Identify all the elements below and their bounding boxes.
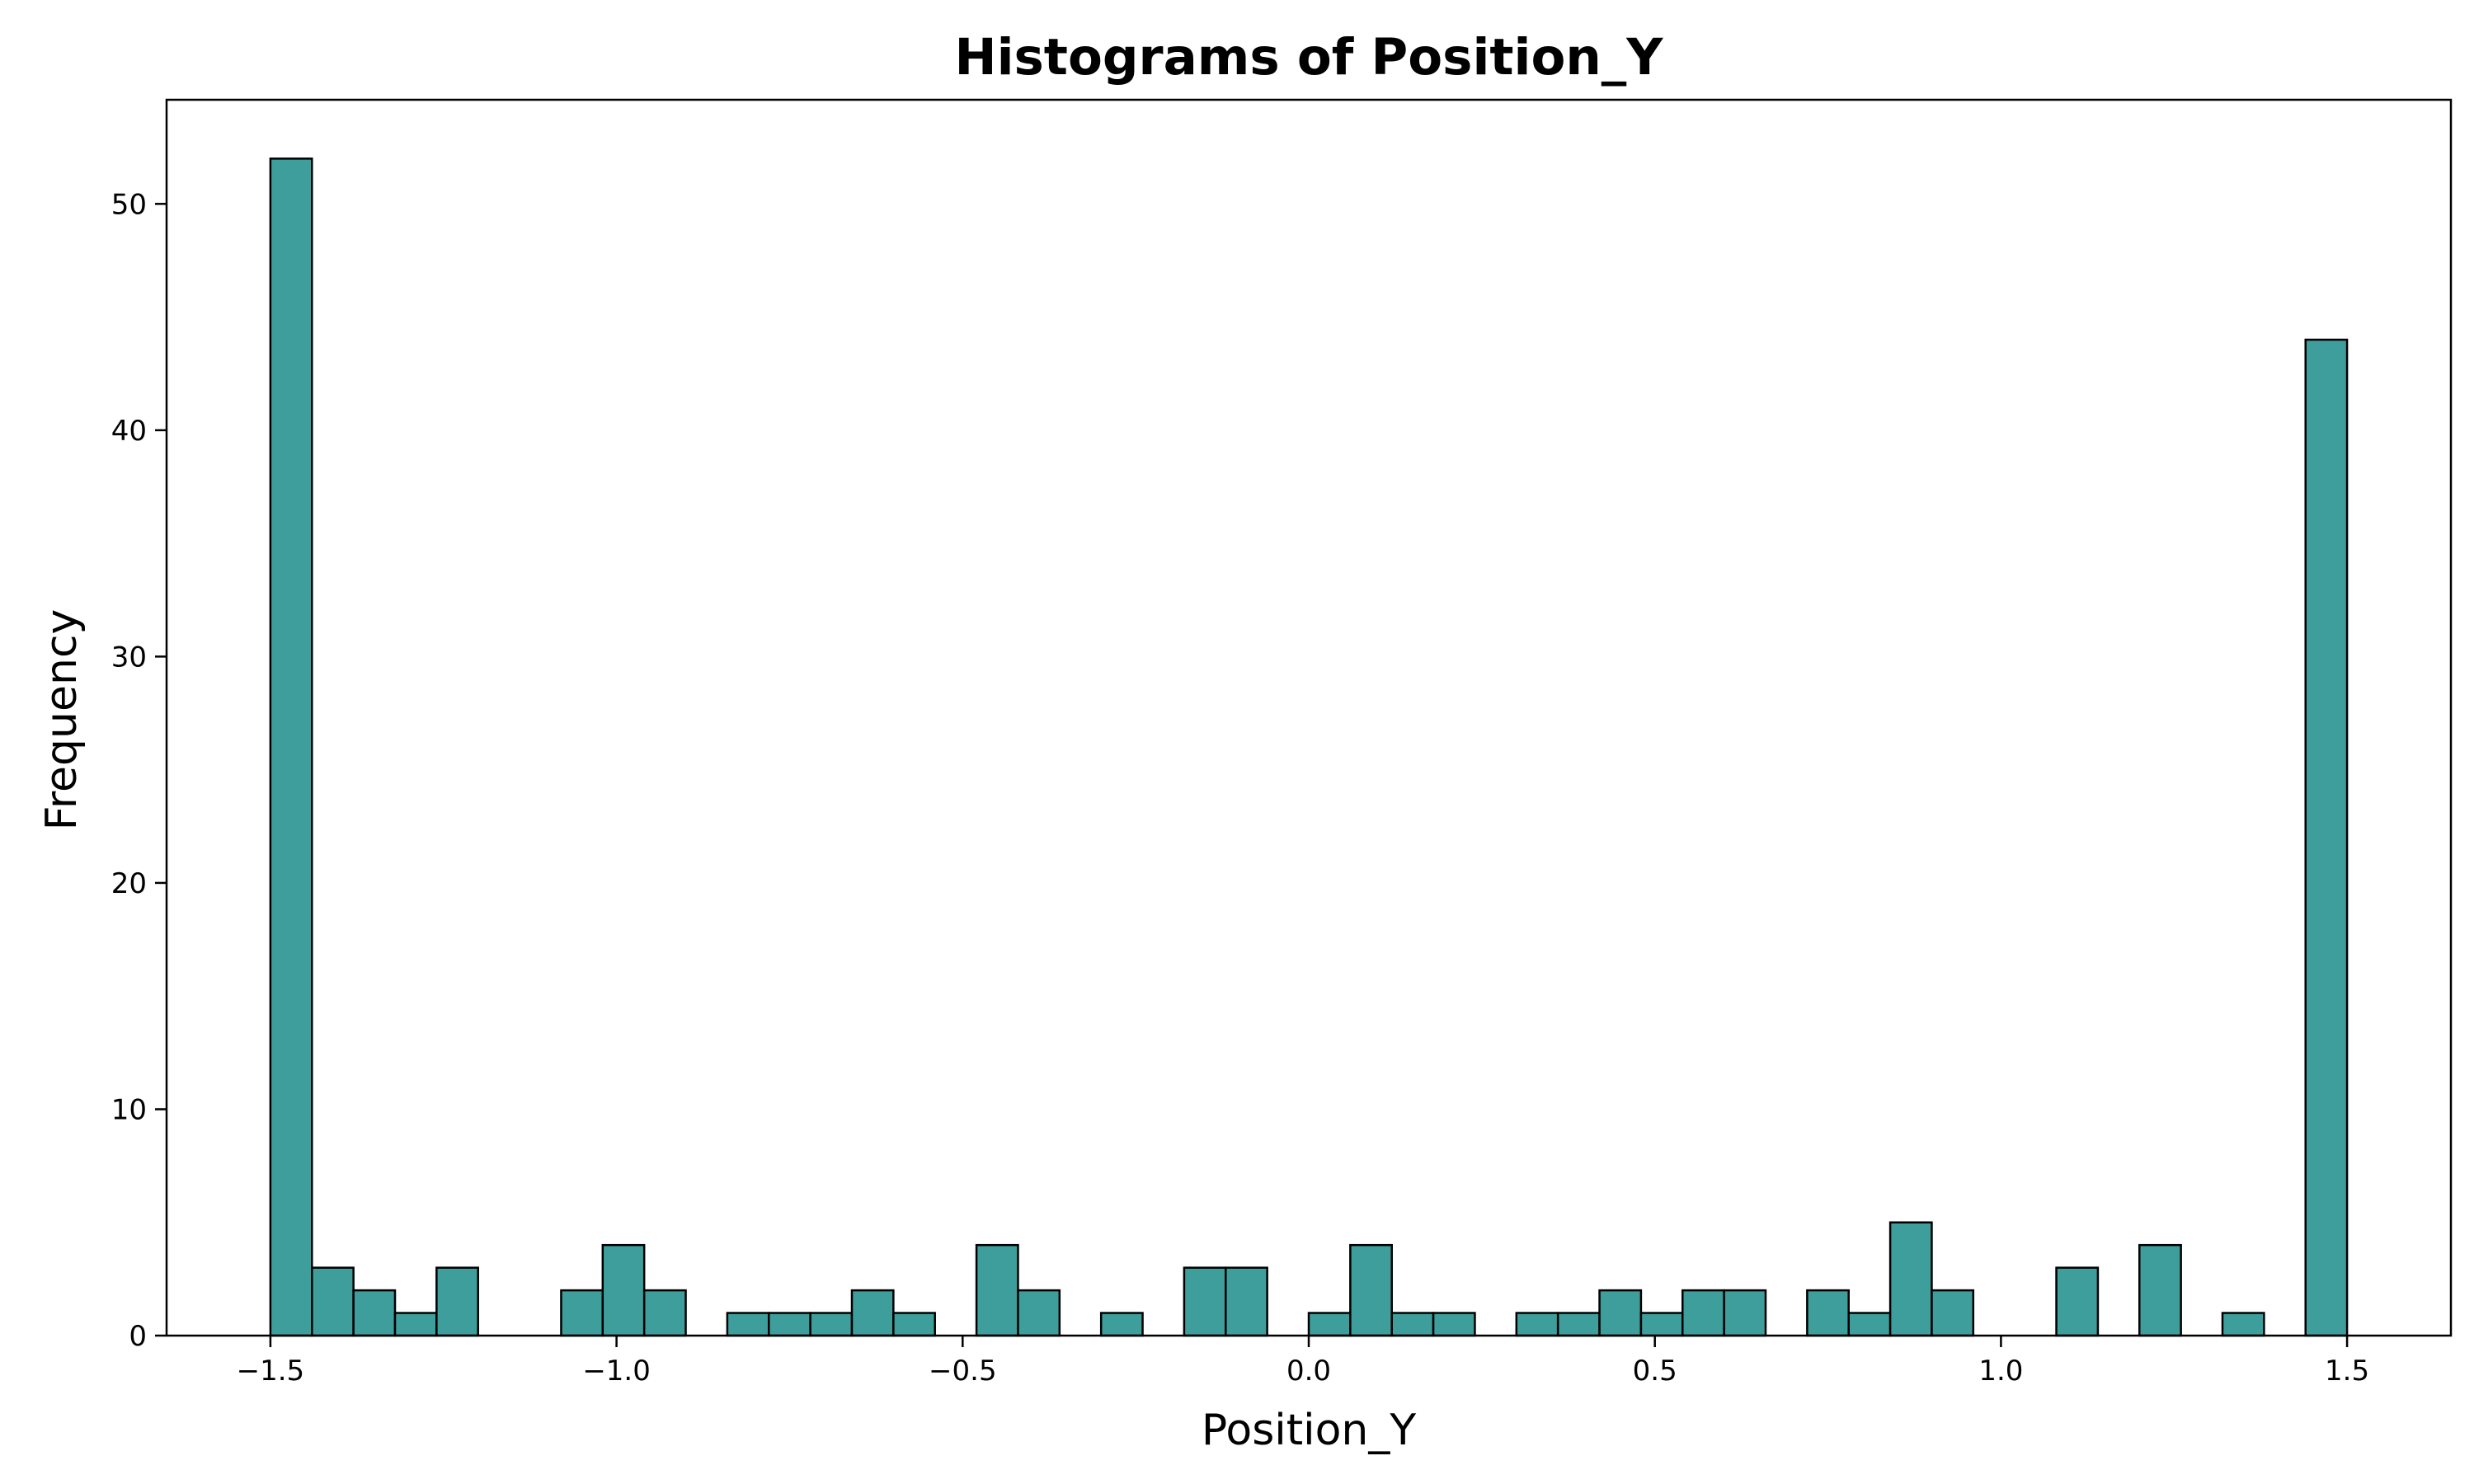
histogram-bar <box>1888 1221 1933 1337</box>
histogram-bar <box>850 1289 895 1337</box>
x-tick-label: 1.0 <box>1978 1355 2023 1388</box>
histogram-bar <box>1515 1312 1559 1337</box>
y-tick-label: 10 <box>111 1093 147 1126</box>
histogram-bar <box>892 1312 936 1337</box>
x-tick-label: −1.5 <box>237 1355 305 1388</box>
y-axis-ticks: 0 10 20 30 40 50 <box>111 188 167 1353</box>
histogram-bar <box>393 1312 438 1337</box>
histogram-bar <box>1099 1312 1144 1337</box>
x-tick-label: −1.0 <box>582 1355 651 1388</box>
x-axis-label: Position_Y <box>1202 1406 1416 1455</box>
y-axis-label: Frequency <box>37 609 87 831</box>
histogram-bar <box>1307 1312 1352 1337</box>
histogram-bar <box>1681 1289 1725 1337</box>
histogram-bar <box>1432 1312 1476 1337</box>
histogram-bar <box>1017 1289 1061 1337</box>
histogram-bar <box>726 1312 770 1337</box>
histogram-bar <box>1847 1312 1892 1337</box>
x-tick-label: −0.5 <box>929 1355 997 1388</box>
y-tick-label: 40 <box>111 415 147 448</box>
histogram-bar <box>269 157 313 1337</box>
histogram-bar <box>768 1312 811 1337</box>
y-tick-label: 20 <box>111 867 147 900</box>
histogram-bar <box>975 1243 1019 1337</box>
histogram-bar <box>1349 1243 1393 1337</box>
histogram-bar <box>1390 1312 1435 1337</box>
histogram-bar <box>1806 1289 1850 1337</box>
x-tick-label: 0.0 <box>1286 1355 1331 1388</box>
x-axis-ticks: −1.5 −1.0 −0.5 0.0 0.5 1.0 1.5 <box>237 1336 2369 1388</box>
histogram-bar <box>1639 1312 1684 1337</box>
histogram-bar <box>560 1289 604 1337</box>
chart-title: Histograms of Position_Y <box>955 28 1664 87</box>
histogram-bar <box>1598 1289 1643 1337</box>
histogram-bar <box>809 1312 854 1337</box>
y-tick-label: 0 <box>129 1320 147 1353</box>
histogram-bar <box>2221 1312 2265 1337</box>
histogram-bar <box>352 1289 397 1337</box>
histogram-bar <box>601 1243 646 1337</box>
histogram-bar <box>1931 1289 1975 1337</box>
x-tick-label: 0.5 <box>1633 1355 1677 1388</box>
histogram-bar <box>311 1266 355 1337</box>
histogram-bar <box>435 1266 479 1337</box>
histogram-bar <box>1723 1289 1767 1337</box>
bars-group <box>269 157 2349 1337</box>
histogram-bar <box>642 1289 687 1337</box>
y-tick-label: 30 <box>111 641 147 674</box>
histogram-bar <box>1183 1266 1227 1337</box>
histogram-bar <box>2138 1243 2182 1337</box>
histogram-bar <box>1556 1312 1601 1337</box>
y-tick-label: 50 <box>111 188 147 221</box>
histogram-bar <box>1225 1266 1268 1337</box>
histogram-bar <box>2304 338 2349 1337</box>
histogram-bar <box>2055 1266 2100 1337</box>
x-tick-label: 1.5 <box>2325 1355 2369 1388</box>
